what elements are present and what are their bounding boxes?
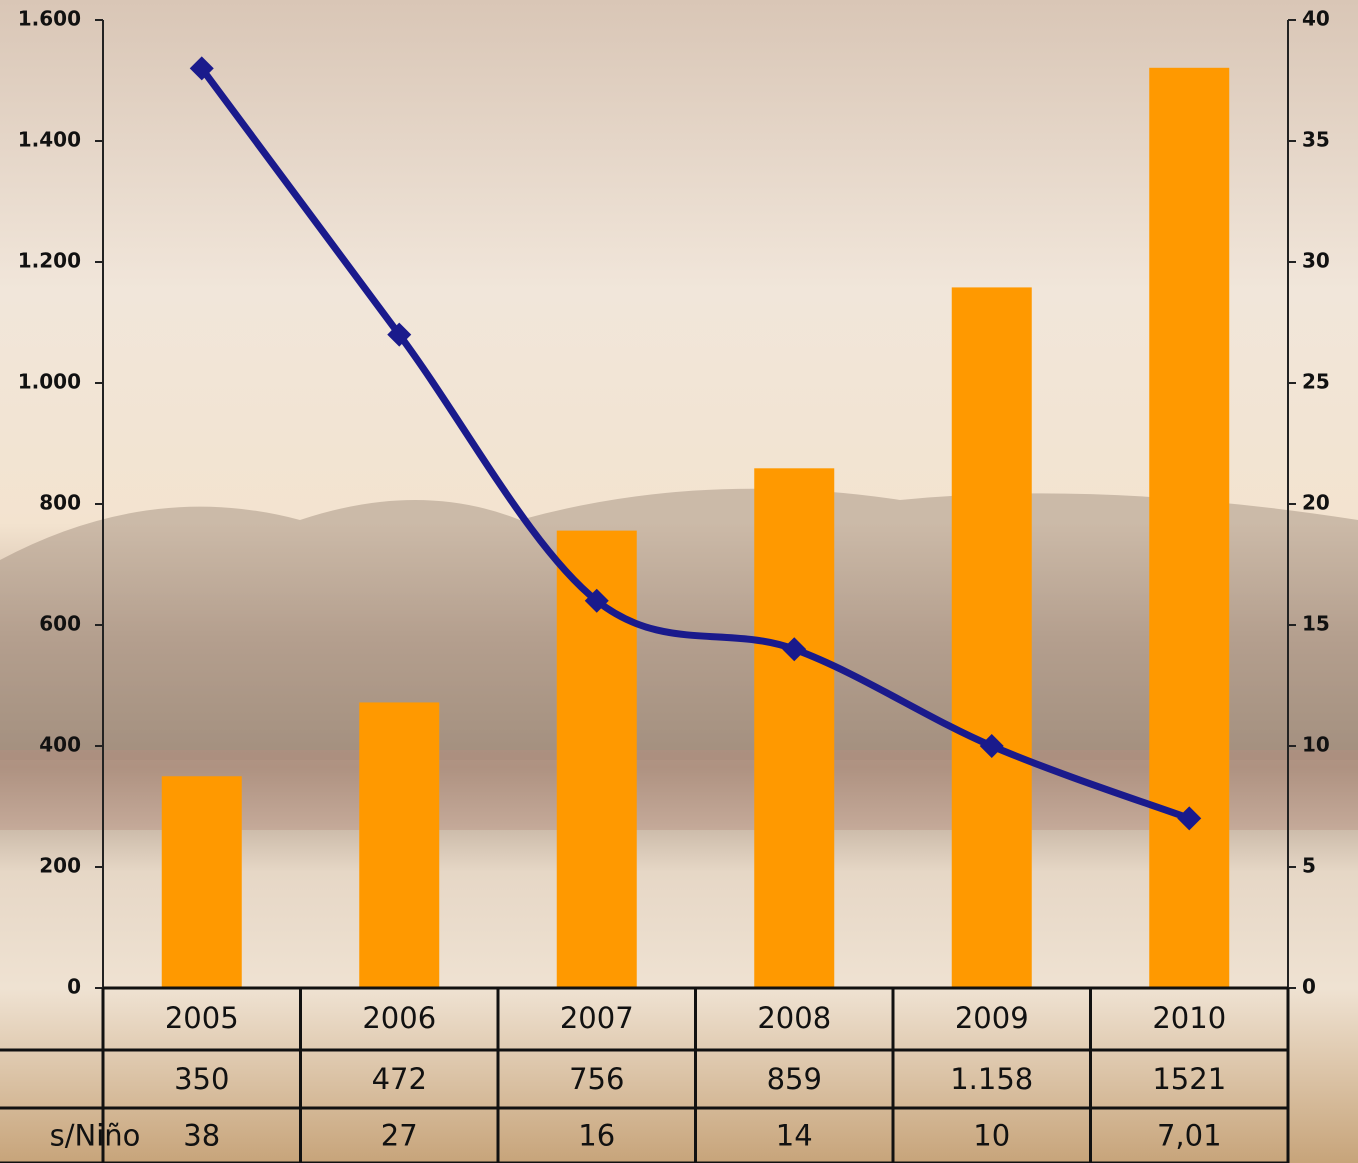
table-value: 14 xyxy=(776,1119,813,1153)
x-tick-label: 2006 xyxy=(362,1001,436,1035)
table-value: 1.158 xyxy=(950,1062,1033,1096)
table-value: 27 xyxy=(381,1119,418,1153)
x-tick-label: 2007 xyxy=(560,1001,634,1035)
y2-tick-label: 20 xyxy=(1302,491,1330,515)
table-value: 16 xyxy=(578,1119,615,1153)
table-value: 859 xyxy=(767,1062,822,1096)
table-value: 10 xyxy=(973,1119,1010,1153)
y2-tick-label: 30 xyxy=(1302,249,1330,273)
y-tick-label: 1.400 xyxy=(18,128,81,152)
y2-tick-label: 25 xyxy=(1302,370,1330,394)
x-tick-label: 2009 xyxy=(955,1001,1029,1035)
x-tick-label: 2010 xyxy=(1152,1001,1226,1035)
line-marker xyxy=(979,734,1004,758)
line-marker xyxy=(1177,806,1202,831)
y-tick-label: 400 xyxy=(39,733,81,757)
y-tick-label: 1.000 xyxy=(18,370,81,394)
bar xyxy=(161,776,242,988)
table-value: 7,01 xyxy=(1157,1119,1222,1153)
line-marker xyxy=(387,322,412,347)
x-tick-label: 2008 xyxy=(757,1001,831,1035)
y-tick-label: 600 xyxy=(39,612,81,636)
bar xyxy=(1149,67,1230,989)
y-tick-label: 800 xyxy=(39,491,81,515)
y-tick-label: 1.200 xyxy=(18,249,81,273)
table-value: 38 xyxy=(183,1119,220,1153)
line-marker xyxy=(782,637,807,662)
line-marker xyxy=(584,588,609,613)
y2-tick-label: 0 xyxy=(1302,975,1316,999)
y2-tick-label: 10 xyxy=(1302,733,1330,757)
table-value: 472 xyxy=(372,1062,427,1096)
y2-tick-label: 35 xyxy=(1302,128,1330,152)
table-value: 1521 xyxy=(1152,1062,1226,1096)
x-tick-label: 2005 xyxy=(165,1001,239,1035)
y2-tick-label: 5 xyxy=(1302,854,1316,878)
y-tick-label: 200 xyxy=(39,854,81,878)
y2-tick-label: 40 xyxy=(1302,7,1330,31)
table-value: 350 xyxy=(174,1062,229,1096)
bar xyxy=(951,287,1032,988)
row-label: s/Niño xyxy=(50,1119,141,1153)
y-tick-label: 1.600 xyxy=(18,7,81,31)
y-tick-label: 0 xyxy=(67,975,81,999)
table-value: 756 xyxy=(569,1062,624,1096)
y2-tick-label: 15 xyxy=(1302,612,1330,636)
line-marker xyxy=(189,56,214,81)
bar xyxy=(359,702,440,988)
bar xyxy=(754,468,835,988)
